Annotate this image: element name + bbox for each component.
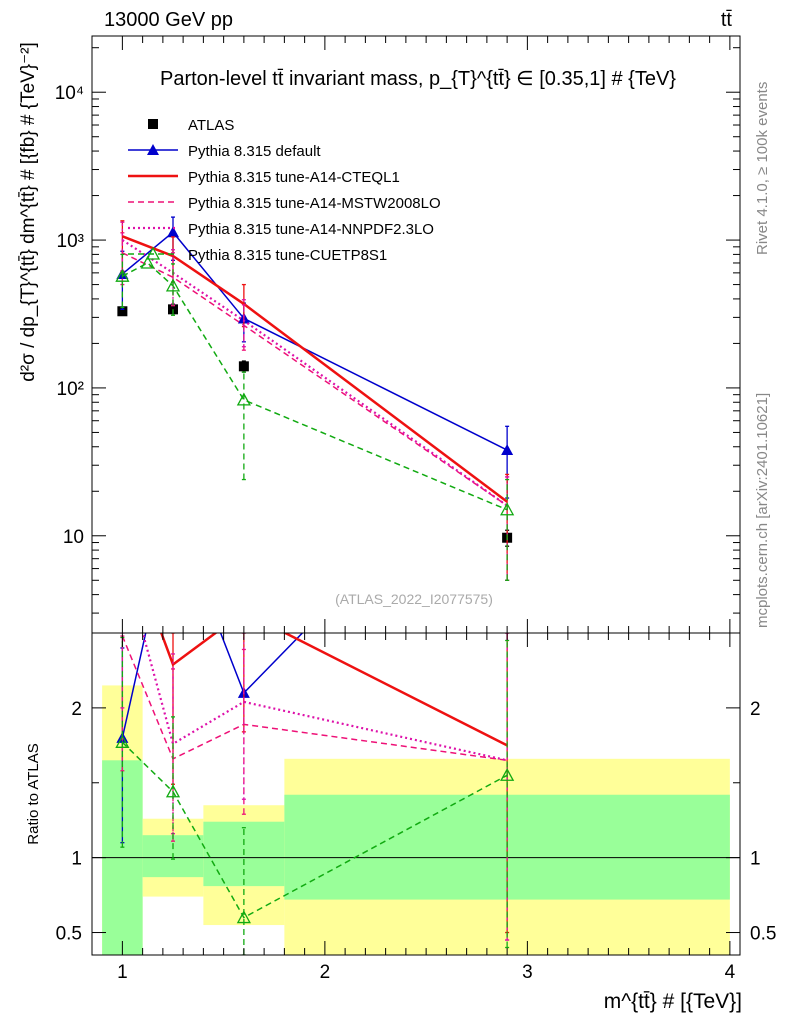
legend-entry-0: ATLAS xyxy=(148,117,234,134)
ratio-panel: 0.5 0.5 1 1 2 2 1 2 3 4 Ratio to ATLAS m^{tt̄} # … xyxy=(25,632,776,1013)
ratio-series-3-line xyxy=(141,633,508,762)
main-series-5-3-marker xyxy=(236,392,251,406)
main-series-5-4-marker xyxy=(500,502,515,516)
ratio-ytick-label-right-1: 1 xyxy=(750,849,761,870)
main-ylabel: d²σ / dp_{T}^{tt̄} dm^{tt̄} # [{fb} # {T… xyxy=(18,42,39,382)
legend-entry-3: Pythia 8.315 tune-A14-MSTW2008LO xyxy=(128,195,441,212)
energy-label: 13000 GeV pp xyxy=(104,9,233,31)
main-ytick-label-2: 10³ xyxy=(57,231,84,252)
ratio-ytick-label-right-0: 0.5 xyxy=(750,924,776,945)
ratio-series-4-4-marker xyxy=(500,767,515,781)
main-series-0 xyxy=(117,304,513,547)
main-series-1-3-marker xyxy=(501,444,514,456)
ratio-series-1-line xyxy=(159,633,508,747)
url-label: mcplots.cern.ch [arXiv:2401.10621] xyxy=(754,393,771,628)
xtick-label-1: 2 xyxy=(320,962,331,983)
main-series-5 xyxy=(115,253,515,581)
main-panel: 10 10² 10³ 10⁴ Parton-level tt̄ invariant m… xyxy=(18,35,741,634)
main-series-4 xyxy=(120,221,510,581)
xtick-label-2: 3 xyxy=(522,962,533,983)
legend-entry-2: Pythia 8.315 tune-A14-CTEQL1 xyxy=(128,169,400,186)
legend-entry-5: Pythia 8.315 tune-CUETP8S1 xyxy=(128,246,387,264)
main-series-1-1-marker xyxy=(167,226,179,238)
legend-entry-0-marker xyxy=(148,119,158,129)
main-series-3 xyxy=(120,232,510,581)
legend-entry-0-label: ATLAS xyxy=(188,117,234,134)
ratio-series-4 xyxy=(115,636,515,955)
legend-entry-1-marker xyxy=(147,144,159,155)
legend-entry-5-marker xyxy=(145,246,161,260)
xtick-label-3: 4 xyxy=(725,962,736,983)
xlabel: m^{tt̄} # [{TeV}] xyxy=(604,990,742,1013)
main-series-0-2-marker xyxy=(238,361,249,372)
legend-entry-3-label: Pythia 8.315 tune-A14-MSTW2008LO xyxy=(188,195,441,212)
main-ytick-label-0: 10 xyxy=(63,527,84,548)
ratio-series-2-line xyxy=(121,635,508,762)
legend-entry-1: Pythia 8.315 default xyxy=(128,143,321,160)
ratio-series-4-line xyxy=(121,741,508,919)
ratio-ylabel: Ratio to ATLAS xyxy=(25,743,42,844)
main-series-5-line xyxy=(122,262,508,511)
main-series-5-2-marker xyxy=(165,278,181,292)
ratio-ytick-label-left-1: 1 xyxy=(71,849,82,870)
ratio-series-4-3-marker xyxy=(236,910,251,924)
main-series-5-0-marker xyxy=(115,268,130,282)
main-series-2 xyxy=(120,220,510,581)
ratio-ytick-label-left-0: 0.5 xyxy=(56,924,82,945)
legend-entry-1-label: Pythia 8.315 default xyxy=(188,143,321,160)
rivet-label: Rivet 4.1.0, ≥ 100k events xyxy=(754,82,771,255)
ratio-series-4-2-marker xyxy=(165,784,181,798)
main-series-5-1-marker xyxy=(140,255,155,269)
ratio-ytick-label-left-2: 2 xyxy=(71,699,82,720)
main-ytick-label-1: 10² xyxy=(57,379,84,400)
legend-entry-5-label: Pythia 8.315 tune-CUETP8S1 xyxy=(188,247,387,264)
main-title: Parton-level tt̄ invariant mass, p_{T}^{… xyxy=(160,68,676,90)
process-label: tt̄ xyxy=(721,9,733,31)
analysis-id: (ATLAS_2022_I2077575) xyxy=(335,591,493,607)
ratio-frame xyxy=(91,632,741,956)
main-series-1-line xyxy=(121,231,508,451)
ratio-ytick-label-right-2: 2 xyxy=(750,699,761,720)
legend-entry-4-label: Pythia 8.315 tune-A14-NNPDF2.3LO xyxy=(188,221,434,238)
main-series-3-line xyxy=(122,252,508,507)
legend: ATLAS Pythia 8.315 default Pythia 8.315 tu… xyxy=(128,117,441,264)
ratio-series-4-0-marker xyxy=(115,734,130,748)
main-series-0-0-marker xyxy=(117,306,128,317)
main-ytick-label-3: 10⁴ xyxy=(55,83,84,104)
legend-entry-4: Pythia 8.315 tune-A14-NNPDF2.3LO xyxy=(128,221,434,238)
ratio-series-0-line xyxy=(121,633,304,739)
xtick-label-0: 1 xyxy=(117,962,128,983)
legend-entry-2-label: Pythia 8.315 tune-A14-CTEQL1 xyxy=(188,169,400,186)
main-series-2-line xyxy=(121,235,508,503)
